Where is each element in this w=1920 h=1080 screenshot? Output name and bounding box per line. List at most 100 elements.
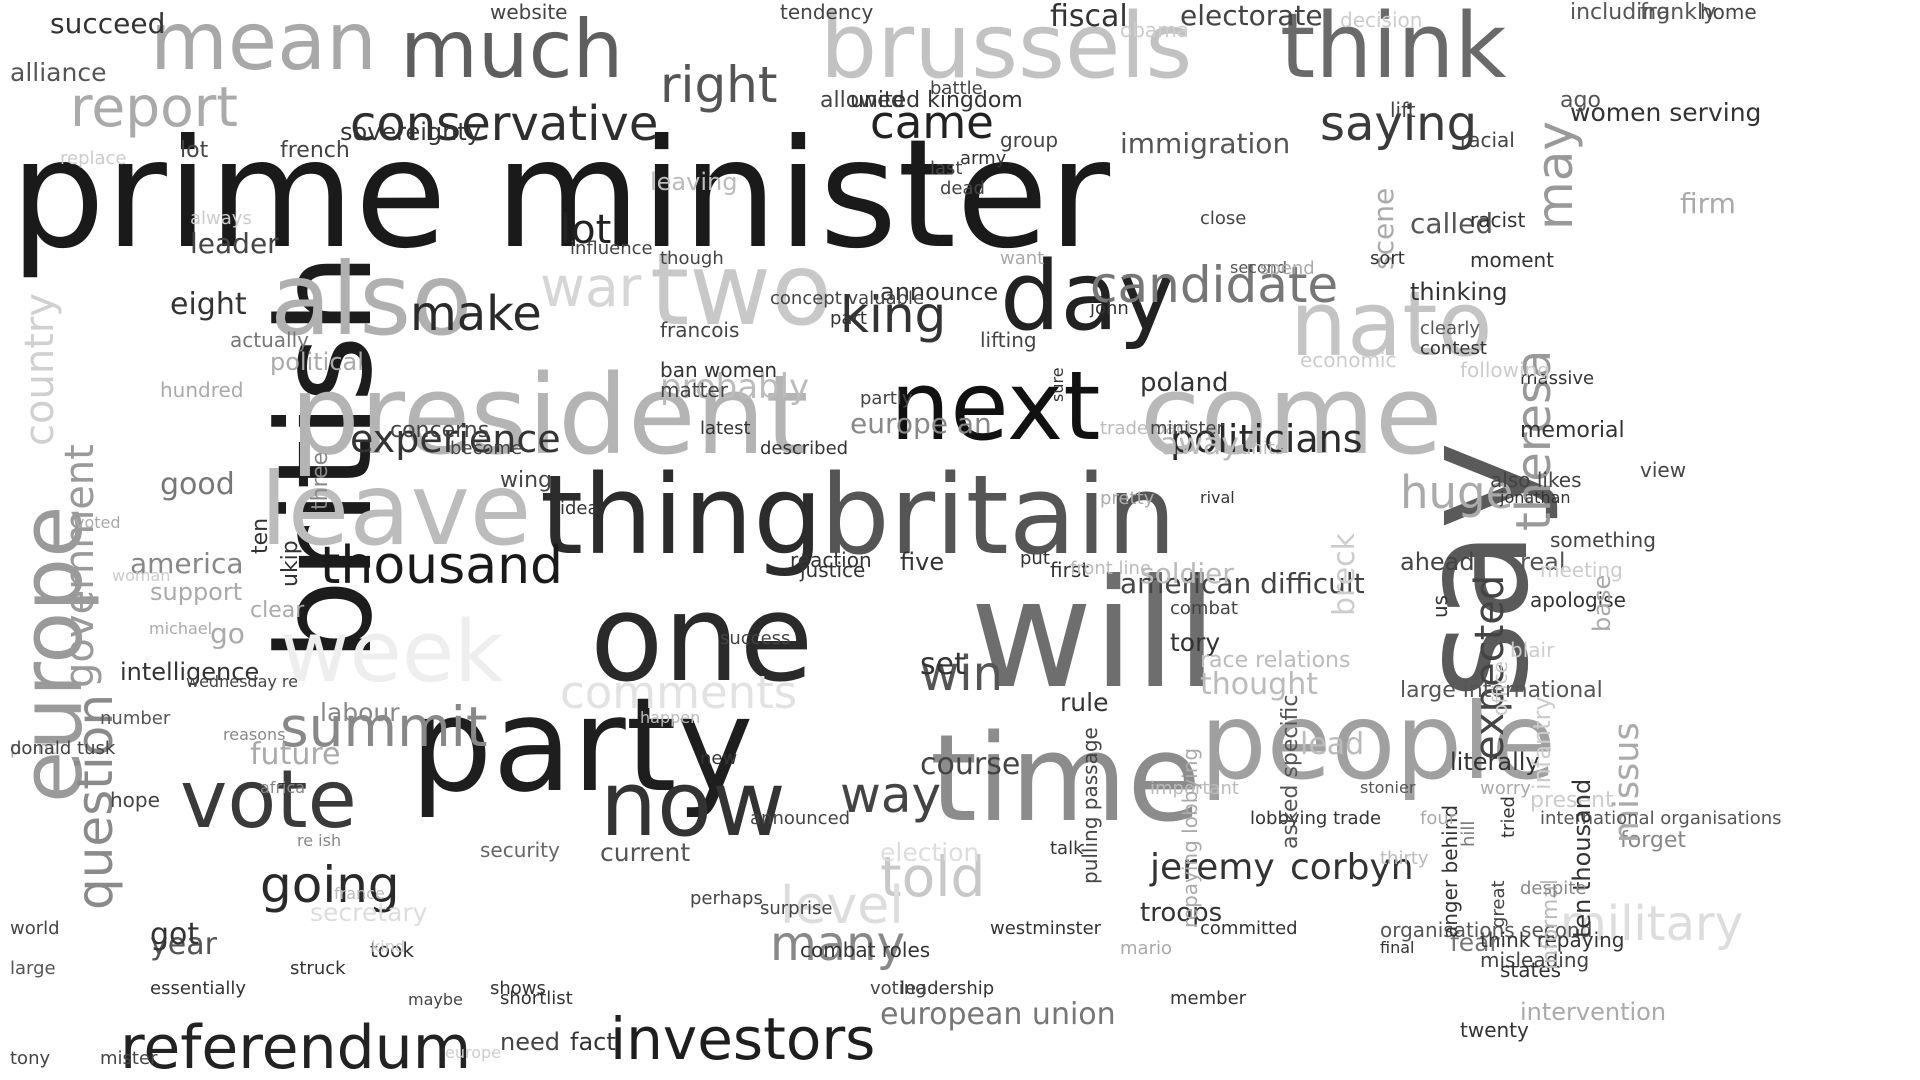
word-go: go [210,617,245,650]
word-many: many [770,916,905,972]
word-voting: voting [870,978,927,999]
word-partly: partly [860,388,913,409]
word-thinking: thinking [1410,278,1508,306]
word-economic: economic [1300,348,1397,372]
word-thought: thought [1200,667,1318,702]
word-nato: nato [1290,272,1493,377]
word-battle: battle [930,78,983,99]
word-view: view [1640,458,1687,482]
word-john: john [1090,298,1129,319]
word-ahead: ahead [1400,548,1475,576]
word-struck: struck [290,958,346,979]
word-organisations-second: organisations second [1380,918,1593,942]
word-fact: fact [570,1028,616,1056]
word-king: king [840,286,947,344]
word-always: always [190,208,252,229]
word-took: took [370,938,414,962]
word-intervention: intervention [1520,998,1667,1026]
word-world: world [10,918,60,939]
word-blair: blair [1510,638,1555,662]
word-voted: voted [75,513,121,532]
word-group: group [1000,128,1059,152]
word-politicians: politicians [1170,417,1363,461]
word-clear: clear [250,598,305,623]
word-saying: saying [1320,96,1478,152]
word-tony: tony [10,1048,51,1069]
word-comments: comments [560,666,798,719]
word-become: become [450,438,523,459]
word-one: one [590,570,814,709]
word-moment: moment [1470,248,1555,272]
word-come: come [1140,351,1443,479]
word-ban-women: ban women [660,358,778,382]
word-military: military [1560,896,1744,952]
word-american-difficult: american difficult [1120,567,1365,600]
word-came: came [870,96,994,149]
word-going: going [260,856,400,914]
word-succeed: succeed [50,7,166,40]
word-thirty: thirty [1380,848,1429,869]
word-something: something [1550,528,1656,552]
word-twenty: twenty [1460,1018,1529,1042]
word-two: two [650,231,833,348]
word-ukip: ukip [278,540,303,588]
word-tried: tried [1498,795,1519,838]
word-security: security [480,838,560,862]
word-investors: investors [610,1005,876,1073]
word-sort: sort [1370,248,1405,269]
word-member: member [1170,988,1247,1009]
word-westminster: westminster [990,918,1102,939]
word-four: four [1420,808,1457,829]
word-next: next [890,352,1101,462]
word-website: website [490,0,568,24]
word-though: though [660,248,724,269]
word-five: five [900,548,945,576]
word-think: think [1280,0,1507,99]
word-woman: woman [112,566,171,585]
word-shows: shows [490,978,546,999]
word-got: got [150,917,200,952]
word-memorial: memorial [1520,418,1625,443]
word-away: away [1160,427,1240,462]
word-combat: combat [1170,598,1238,619]
word-base: base [1588,575,1616,633]
word-set: set [920,647,966,682]
word-reasons: reasons [223,725,286,744]
word-states: states [1500,958,1562,982]
word-infantry: infantry [1528,696,1556,790]
word-lot: lot [560,207,612,253]
word-front-line: front line [1070,558,1152,579]
word-concerns: concerns [390,418,490,443]
word-week: week [280,603,504,702]
word-described: described [760,438,849,459]
word-michael: michael [149,619,213,638]
word-vote: vote [180,753,357,846]
word-idea: idea [560,498,599,519]
word-decision: decision [1340,8,1423,32]
word-perhaps: perhaps [690,888,763,909]
word-wednesday-re: wednesday re [186,672,298,691]
word-second: second [1230,258,1288,277]
word-army: army [960,148,1007,169]
word-conservative: conservative [350,96,659,152]
word-following: following [1460,358,1550,382]
word-repaying-lobbying: repaying lobbying [1178,747,1202,928]
word-candidate: candidate [1090,256,1339,314]
word-racial: racial [1460,128,1515,152]
word-success: success [720,628,791,649]
word-last: last [930,158,963,179]
word-think-repaying: think repaying [1480,928,1625,952]
word-make: make [410,286,542,342]
word-leadership: leadership [900,978,995,999]
word-fiscal: fiscal [1050,0,1128,34]
word-announced: announced [750,808,851,829]
word-america: america [130,547,244,580]
word-thousand: thousand [320,536,564,596]
word-frankly: frankly [1640,0,1717,25]
word-french: french [280,138,350,163]
word-experience: experience [350,417,561,461]
word-hope: hope [110,788,160,812]
word-talk: talk [1050,838,1084,859]
word-pretty: pretty [1100,488,1155,509]
word-large-international: large international [1400,678,1603,703]
